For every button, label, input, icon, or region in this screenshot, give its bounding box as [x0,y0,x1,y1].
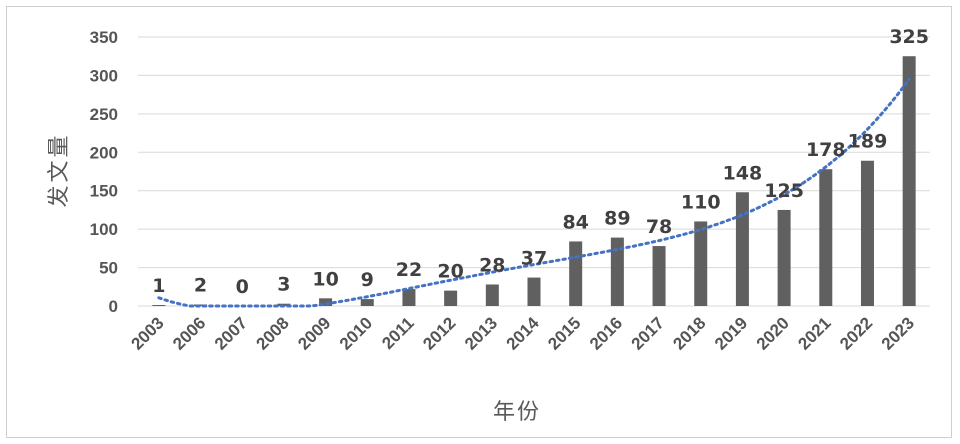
x-axis-title: 年份 [493,400,541,425]
data-label: 3 [277,274,290,296]
bar [694,221,708,306]
y-tick-label: 150 [90,182,118,201]
data-label: 148 [723,162,763,184]
data-label: 1 [152,275,165,297]
x-tick-label: 2015 [544,313,584,353]
x-tick-label: 2011 [378,313,418,353]
y-tick-label: 0 [109,297,118,316]
bar [402,289,416,306]
y-tick-label: 250 [90,105,118,124]
x-tick-label: 2023 [878,313,918,353]
y-axis-ticks: 0 50 100 150 200 250 300 350 [90,28,118,316]
x-tick-label: 2022 [836,313,876,353]
data-label: 84 [562,211,588,233]
x-tick-label: 2007 [211,313,251,353]
x-tick-label: 2010 [336,313,376,353]
x-tick-label: 2008 [253,313,293,353]
bar [610,237,624,306]
data-label: 10 [312,268,338,290]
x-tick-label: 2017 [628,313,668,353]
data-label: 89 [604,208,630,230]
x-tick-label: 2009 [294,313,334,353]
bar [777,209,791,306]
data-label: 110 [681,191,721,213]
x-tick-label: 2019 [711,313,751,353]
data-label: 2 [194,274,207,296]
bar [527,277,541,306]
y-tick-label: 100 [90,220,118,239]
x-tick-label: 2020 [753,313,793,353]
x-tick-label: 2014 [503,313,544,354]
x-tick-label: 2021 [794,313,834,353]
bar [194,304,208,306]
bar [569,241,583,306]
bar [319,298,333,306]
data-label: 9 [361,269,374,291]
bar [819,169,833,306]
bar [444,290,458,306]
y-tick-label: 50 [99,259,118,278]
bar [735,192,749,306]
data-label: 20 [437,261,463,283]
x-tick-label: 2013 [461,313,501,353]
data-label: 22 [396,259,422,281]
data-label: 125 [764,180,804,202]
bar [860,160,874,306]
y-tick-label: 350 [90,28,118,47]
bar [902,56,916,306]
y-tick-label: 300 [90,66,118,85]
data-label: 189 [848,131,888,153]
bar [360,299,374,306]
chart-frame [6,6,952,438]
trendline [157,77,911,308]
bar [652,246,666,306]
data-label: 28 [479,254,505,276]
bar [152,305,166,306]
x-tick-label: 2016 [586,313,626,353]
data-label: 178 [806,139,846,161]
y-tick-label: 200 [90,143,118,162]
y-axis-title: 发文量 [47,132,72,207]
bar [485,284,499,306]
data-label: 0 [236,276,249,298]
x-axis-ticks: 2003 2006 2007 2008 2009 2010 2011 2012 2013 2014… [127,313,917,354]
x-tick-label: 2012 [419,313,459,353]
x-tick-label: 2018 [669,313,709,353]
data-label: 37 [521,248,547,270]
x-tick-label: 2003 [127,313,167,353]
bars [152,56,916,306]
data-label: 78 [646,216,672,238]
data-label: 325 [889,26,929,48]
x-tick-label: 2006 [169,313,209,353]
